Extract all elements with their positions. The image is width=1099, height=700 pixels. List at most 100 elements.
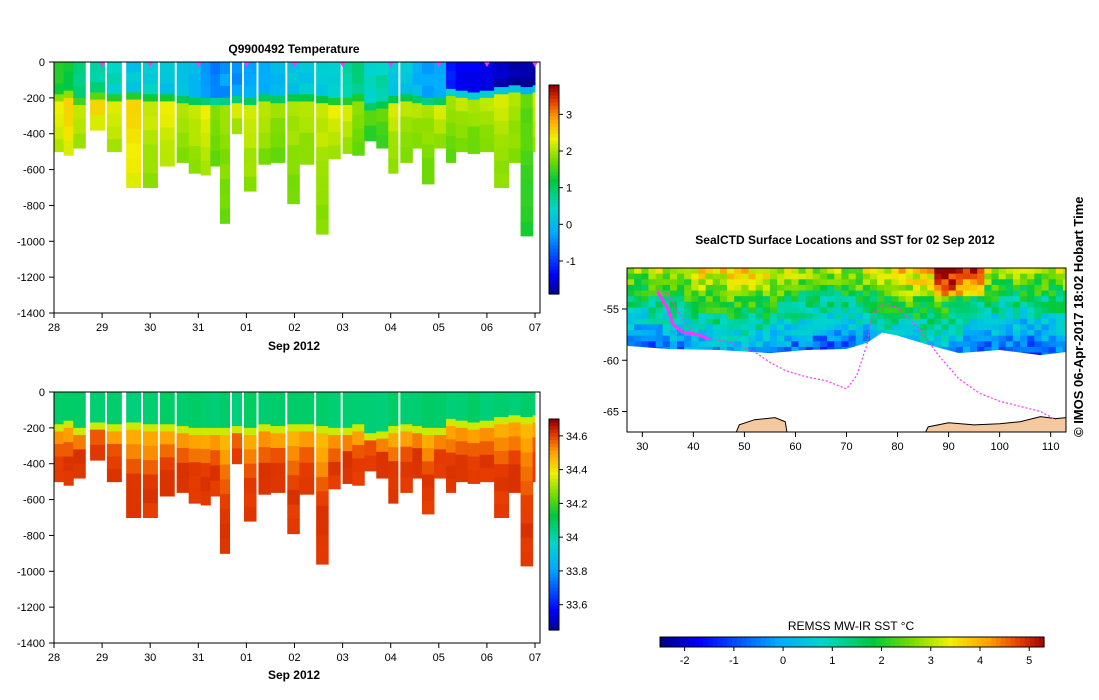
salinity-cell bbox=[142, 431, 158, 447]
temperature-cell bbox=[188, 145, 202, 161]
colorbar-tick-label: 33.6 bbox=[566, 600, 587, 612]
sst-cell bbox=[862, 313, 871, 320]
sst-cell bbox=[927, 273, 935, 281]
sst-cell bbox=[727, 279, 735, 286]
sst-cell bbox=[948, 268, 957, 275]
salinity-cell bbox=[159, 457, 175, 471]
sst-cell bbox=[769, 273, 778, 281]
salinity-cell bbox=[433, 463, 447, 479]
salinity-cell bbox=[73, 427, 86, 436]
sst-cell bbox=[862, 330, 871, 337]
sst-cell bbox=[769, 330, 778, 337]
sst-cell bbox=[962, 301, 971, 309]
temperature-cell bbox=[126, 158, 142, 174]
sst-cell bbox=[727, 341, 735, 348]
colorbar-swatch bbox=[549, 503, 559, 508]
colorbar-swatch bbox=[549, 612, 559, 617]
sst-cell bbox=[970, 296, 978, 303]
sst-cell bbox=[712, 330, 721, 337]
colorbar-swatch bbox=[1010, 637, 1016, 647]
sst-cell bbox=[1034, 273, 1042, 281]
temperature-cell bbox=[376, 62, 389, 76]
sst-cell bbox=[884, 301, 892, 309]
x-tick-label: 06 bbox=[481, 322, 493, 334]
sst-cell bbox=[677, 318, 685, 326]
sst-cell bbox=[698, 284, 707, 292]
sst-cell bbox=[941, 290, 950, 297]
sst-cell bbox=[1027, 318, 1035, 326]
colorbar-swatch bbox=[924, 637, 930, 647]
sst-cell bbox=[898, 301, 907, 309]
sst-cell bbox=[1027, 301, 1035, 309]
temperature-cell bbox=[412, 118, 423, 134]
colorbar-swatch bbox=[549, 95, 559, 100]
salinity-cells bbox=[54, 392, 536, 567]
sst-cell bbox=[877, 273, 885, 281]
colorbar-swatch bbox=[895, 637, 901, 647]
sst-cell bbox=[962, 279, 971, 286]
salinity-cell bbox=[299, 478, 315, 495]
x-tick-label: 29 bbox=[96, 652, 108, 664]
sst-cell bbox=[677, 341, 685, 348]
salinity-cell bbox=[159, 431, 175, 445]
colorbar-swatch bbox=[698, 637, 704, 647]
salinity-cell bbox=[446, 465, 457, 480]
temperature-cell bbox=[219, 119, 231, 136]
sst-cell bbox=[698, 330, 707, 337]
sst-cell bbox=[648, 335, 657, 343]
colorbar-swatch bbox=[880, 637, 887, 647]
colorbar-swatch bbox=[549, 283, 559, 288]
salinity-cell bbox=[219, 479, 231, 495]
sst-cell bbox=[991, 330, 1000, 337]
sst-cell bbox=[905, 318, 914, 326]
salinity-cell bbox=[532, 452, 536, 468]
sst-cell bbox=[705, 273, 714, 281]
temperature-cell bbox=[258, 148, 271, 165]
x-tick-label: 28 bbox=[48, 652, 60, 664]
temperature-cell bbox=[188, 73, 202, 87]
temperature-cell bbox=[73, 119, 86, 135]
salinity-cell bbox=[400, 431, 413, 448]
sst-cell bbox=[841, 313, 849, 320]
colorbar-swatch bbox=[549, 179, 559, 184]
sst-cell bbox=[991, 290, 1000, 297]
sst-cell bbox=[841, 296, 849, 303]
colorbar-swatch bbox=[549, 528, 559, 533]
longitude-tick-label: 110 bbox=[1042, 441, 1060, 453]
sst-cell bbox=[1034, 301, 1042, 309]
sst-cell bbox=[834, 301, 842, 309]
sst-cell bbox=[841, 330, 849, 337]
sst-cell bbox=[977, 296, 985, 303]
sst-cell bbox=[1020, 268, 1028, 275]
colorbar-swatch bbox=[549, 91, 559, 97]
sst-cell bbox=[905, 313, 914, 320]
seal-track-current bbox=[656, 290, 710, 342]
colorbar-swatch bbox=[674, 637, 680, 647]
sst-cell bbox=[869, 268, 878, 275]
colorbar-swatch bbox=[549, 85, 559, 90]
temperature-cell bbox=[106, 83, 122, 95]
sst-cell bbox=[1062, 273, 1066, 281]
sst-cell bbox=[762, 341, 771, 348]
sst-cell bbox=[755, 346, 764, 354]
temperature-cell bbox=[126, 62, 142, 73]
sst-cell bbox=[791, 341, 799, 348]
sst-cell bbox=[934, 330, 942, 337]
salinity-cell bbox=[200, 435, 211, 450]
sst-cell bbox=[727, 318, 735, 326]
sst-cell bbox=[719, 273, 728, 281]
sst-cell bbox=[891, 313, 900, 320]
sst-cell bbox=[827, 273, 835, 281]
sst-cell bbox=[698, 279, 707, 286]
sst-cell bbox=[1027, 346, 1035, 354]
salinity-cell bbox=[342, 427, 353, 436]
colorbar-swatch bbox=[732, 637, 738, 647]
sst-cell bbox=[784, 296, 792, 303]
sst-cell bbox=[634, 279, 642, 286]
colorbar-swatch bbox=[549, 492, 559, 497]
salinity-cell bbox=[142, 445, 158, 461]
salinity-cell bbox=[479, 454, 495, 469]
sst-cell bbox=[998, 301, 1007, 309]
sst-cell bbox=[691, 301, 699, 309]
y-tick-label: -800 bbox=[23, 200, 45, 212]
